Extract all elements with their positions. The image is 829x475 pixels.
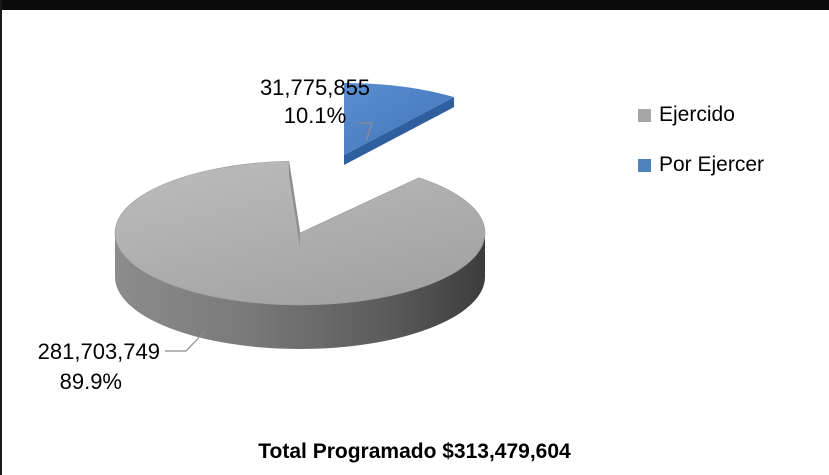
- leader-lines: [165, 122, 373, 352]
- legend-label: Por Ejercer: [659, 153, 765, 176]
- legend-label: Ejercido: [659, 103, 735, 126]
- data-label-percent: 10.1%: [283, 103, 347, 128]
- data-label-value: 281,703,749: [37, 339, 160, 364]
- leader-line-por-ejercer: [358, 122, 373, 142]
- left-border: [0, 0, 2, 475]
- legend-swatch: [638, 159, 651, 172]
- data-label-percent: 89.9%: [59, 369, 122, 394]
- leader-line-ejercido: [165, 329, 207, 352]
- top-border: [0, 0, 829, 10]
- legend-swatch: [638, 109, 651, 122]
- slice-ejercido-cut: [288, 161, 300, 247]
- data-label-value: 31,775,855: [259, 75, 371, 100]
- slice-por-ejercer: [344, 83, 455, 155]
- pie-slices: [114, 83, 486, 349]
- data-label-ejercido: 281,703,749 89.9%: [6, 340, 160, 394]
- slice-por-ejercer-side: [344, 97, 455, 165]
- chart-footer-total: Total Programado $313,479,604: [258, 440, 571, 463]
- slice-ejercido-side: [115, 233, 485, 349]
- data-label-por-ejercer: 31,775,855 10.1%: [240, 76, 390, 128]
